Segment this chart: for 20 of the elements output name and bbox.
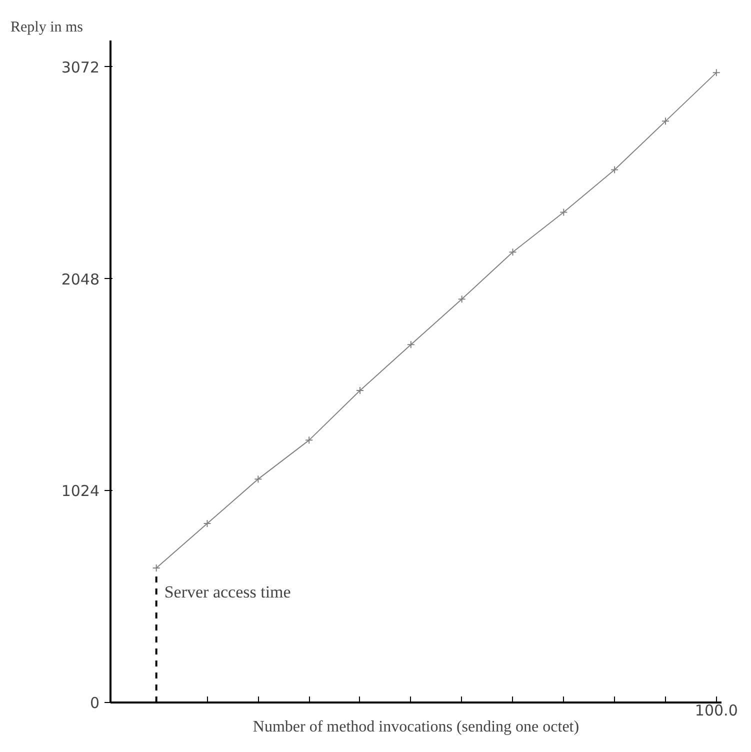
annotation: Server access time [164,582,291,602]
y-tick-label: 2048 [61,270,100,288]
point [661,117,670,126]
point [406,340,415,349]
point [508,248,517,256]
point [560,208,568,216]
x-axis-title: Number of method invocations (sending one octet) [252,718,580,736]
y-tick-label: 0 [90,694,100,712]
y-tick-label: 1024 [61,482,100,500]
point [356,386,364,395]
x-tick-label: 100.0 [694,702,738,720]
y-axis-title: Reply in ms [10,20,84,36]
point [254,475,262,484]
point [305,436,314,444]
point [458,295,466,304]
y-tick-label: 3072 [61,58,100,76]
point [712,68,720,77]
point [203,520,212,528]
point [152,564,160,572]
point [610,166,619,174]
